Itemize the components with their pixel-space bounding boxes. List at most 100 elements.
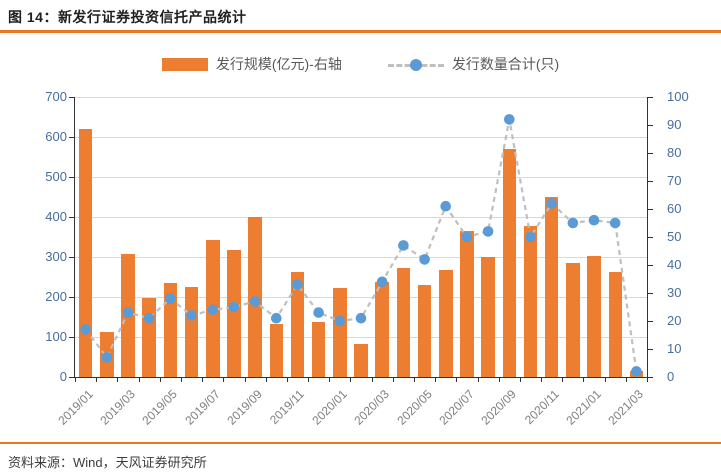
bar-2020/06 xyxy=(439,269,453,377)
left-axis-tick-600: 600 xyxy=(45,129,67,144)
x-tickmark xyxy=(435,377,437,382)
right-axis-line xyxy=(647,97,648,377)
x-tickmark xyxy=(138,377,140,382)
left-tickmark xyxy=(69,177,74,178)
line-marker-dot-icon xyxy=(409,58,422,71)
left-axis-tick-200: 200 xyxy=(45,289,67,304)
bar-2020/11 xyxy=(544,196,559,377)
right-tickmark xyxy=(648,377,653,378)
data-point-2020/06 xyxy=(440,200,452,212)
x-tickmark xyxy=(498,377,500,382)
figure-title: 图 14：新发行证券投资信托产品统计 xyxy=(8,9,247,25)
bar-2020/08 xyxy=(481,256,495,377)
chart-area: 0 100 200 300 400 500 600 700 0 10 20 30 40 50 60 70 80… xyxy=(0,85,721,442)
left-axis-tick-100: 100 xyxy=(45,329,67,344)
data-point-2019/11 xyxy=(292,279,303,290)
data-point-2021/02 xyxy=(609,217,621,229)
gridline xyxy=(75,337,647,338)
right-axis-tick-90: 90 xyxy=(667,117,682,132)
gridline xyxy=(75,257,647,258)
right-axis-tick-40: 40 xyxy=(667,257,682,272)
left-axis-tick-500: 500 xyxy=(45,169,67,184)
bar-2020/05 xyxy=(417,285,432,377)
x-tickmark xyxy=(180,377,182,382)
x-tickmark xyxy=(583,377,585,382)
data-point-2019/03 xyxy=(122,307,134,318)
bar-2020/10 xyxy=(523,225,538,377)
bar-series-label: 发行规模(亿元)-右轴 xyxy=(215,56,342,72)
data-point-2019/07 xyxy=(207,304,218,316)
right-tickmark xyxy=(648,153,653,154)
left-tickmark xyxy=(69,297,74,298)
dashed-trend-line xyxy=(84,119,638,372)
x-tickmark xyxy=(562,377,564,382)
footer-divider-rule xyxy=(0,442,721,444)
left-tickmark xyxy=(69,257,74,258)
x-tickmark xyxy=(265,377,267,382)
bar-2020/04 xyxy=(396,267,411,377)
data-point-2019/06 xyxy=(186,310,197,321)
x-tickmark xyxy=(75,377,76,382)
left-tickmark xyxy=(69,137,74,138)
right-axis-tick-0: 0 xyxy=(667,369,675,384)
data-point-2020/08 xyxy=(482,226,494,237)
x-tickmark xyxy=(625,377,627,382)
data-point-2019/09 xyxy=(249,296,261,307)
bar-2021/02 xyxy=(608,272,622,377)
bar-2019/01 xyxy=(78,129,93,377)
data-point-2020/10 xyxy=(525,231,536,243)
bar-2019/11 xyxy=(290,271,305,377)
gridline xyxy=(75,137,647,138)
data-point-2020/01 xyxy=(334,315,346,327)
x-tickmark xyxy=(519,377,521,382)
right-axis-tick-70: 70 xyxy=(667,173,682,188)
right-tickmark xyxy=(648,209,653,210)
bar-series-swatch-icon xyxy=(161,57,208,71)
bar-2019/06 xyxy=(184,286,199,377)
bar-2020/03 xyxy=(375,282,389,377)
x-tickmark xyxy=(223,377,225,382)
chart-legend: 发行规模(亿元)-右轴 发行数量合计(只) xyxy=(0,54,721,74)
gridline xyxy=(75,297,647,298)
right-axis-tick-60: 60 xyxy=(667,201,682,216)
data-point-2021/01 xyxy=(588,214,600,226)
right-axis-tick-80: 80 xyxy=(667,145,682,160)
right-tickmark xyxy=(648,181,653,182)
bar-2019/10 xyxy=(269,324,283,377)
data-point-2021/03 xyxy=(631,366,642,377)
bar-2019/12 xyxy=(311,321,326,377)
line-series-label: 发行数量合计(只) xyxy=(451,56,560,72)
right-axis-tick-20: 20 xyxy=(667,313,682,328)
x-tickmark xyxy=(604,377,606,382)
x-tickmark xyxy=(350,377,352,382)
right-axis-tick-100: 100 xyxy=(667,89,689,104)
bar-2020/02 xyxy=(354,343,368,377)
data-point-2020/09 xyxy=(504,114,515,125)
right-tickmark xyxy=(648,237,653,238)
line-series-swatch-icon xyxy=(387,58,444,71)
right-axis-tick-50: 50 xyxy=(667,229,682,244)
source-note: 资料来源：Wind，天风证券研究所 xyxy=(8,455,207,470)
right-tickmark xyxy=(648,125,653,126)
bar-2020/01 xyxy=(333,287,347,377)
right-axis-tick-30: 30 xyxy=(667,285,682,300)
data-point-2019/08 xyxy=(228,301,240,313)
gridline xyxy=(75,97,647,98)
bottom-axis-line xyxy=(74,377,648,378)
right-tickmark xyxy=(648,293,653,294)
x-tickmark xyxy=(456,377,458,382)
gridline xyxy=(75,177,647,178)
x-tickmark xyxy=(392,377,394,382)
right-tickmark xyxy=(648,349,653,350)
x-tickmark xyxy=(329,377,331,382)
title-divider-rule xyxy=(0,30,721,33)
bar-2019/08 xyxy=(227,249,241,377)
x-tickmark xyxy=(541,377,543,382)
data-point-2019/05 xyxy=(165,293,176,304)
left-axis-line xyxy=(74,97,75,377)
left-axis-tick-0: 0 xyxy=(59,369,67,384)
right-tickmark xyxy=(648,97,653,98)
legend-item-bar-series: 发行规模(亿元)-右轴 xyxy=(161,54,342,74)
bar-2021/01 xyxy=(587,255,601,377)
